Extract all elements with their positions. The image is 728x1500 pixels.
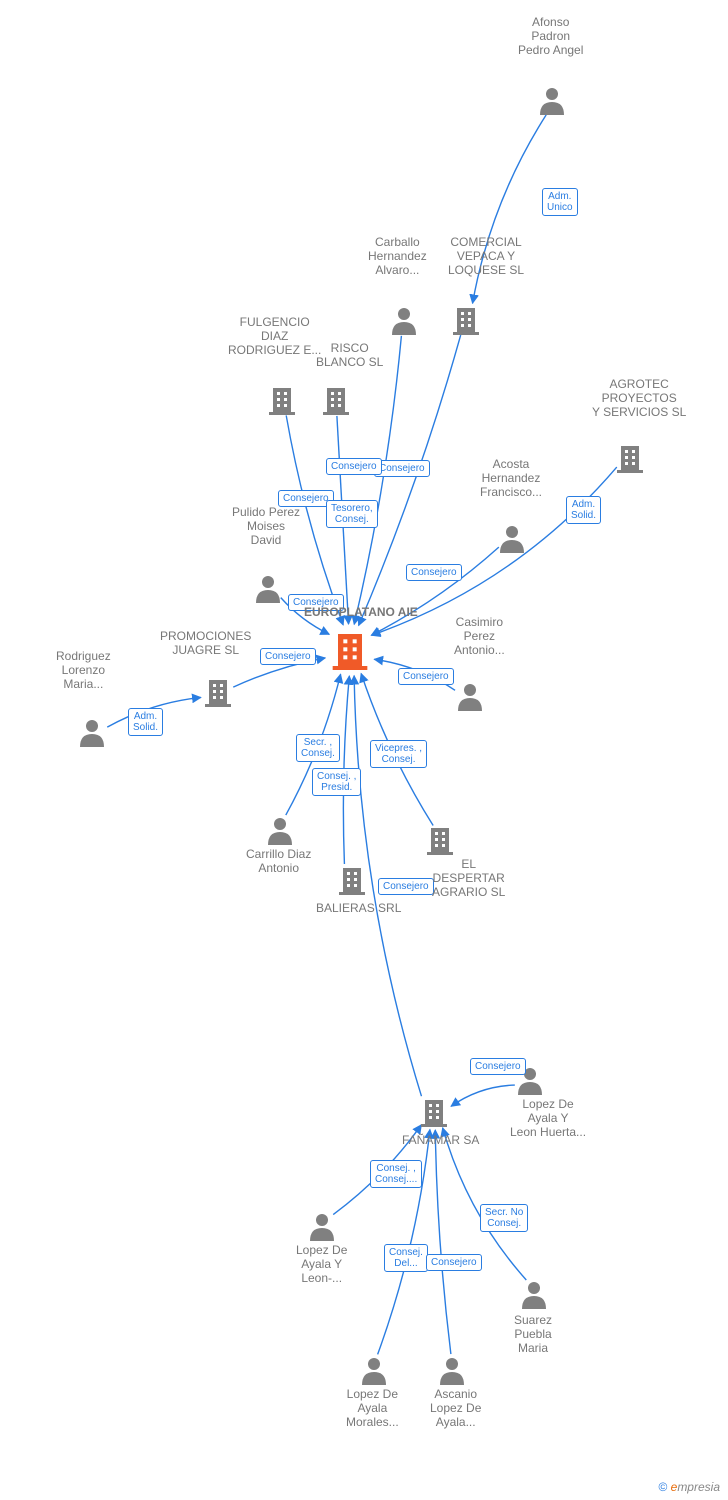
node-label: Lopez De Ayala Y Leon Huerta... xyxy=(510,1098,586,1139)
edge-label: Consejero xyxy=(406,564,462,581)
network-graph xyxy=(0,0,728,1500)
edge-label: Consejero xyxy=(374,460,430,477)
edge-label: Consejero xyxy=(260,648,316,665)
node-label: RISCO BLANCO SL xyxy=(316,342,383,370)
node-label: BALIERAS SRL xyxy=(316,902,401,916)
edge-label: Consej. , Presid. xyxy=(312,768,361,796)
edge-label: Consejero xyxy=(398,668,454,685)
person-icon[interactable] xyxy=(256,576,280,603)
node-label: Carballo Hernandez Alvaro... xyxy=(368,236,427,277)
node-label: EUROPLATANO AIE xyxy=(304,606,418,620)
node-label: FULGENCIO DIAZ RODRIGUEZ E... xyxy=(228,316,321,357)
person-icon[interactable] xyxy=(500,526,524,553)
building-icon[interactable] xyxy=(323,388,349,415)
node-label: FAÑAMAR SA xyxy=(402,1134,479,1148)
person-icon[interactable] xyxy=(362,1358,386,1385)
edge-label: Consej. , Consej.... xyxy=(370,1160,422,1188)
node-label: Lopez De Ayala Y Leon-... xyxy=(296,1244,347,1285)
node-label: Lopez De Ayala Morales... xyxy=(346,1388,399,1429)
building-icon[interactable] xyxy=(269,388,295,415)
person-icon[interactable] xyxy=(440,1358,464,1385)
node-label: Carrillo Diaz Antonio xyxy=(246,848,311,876)
node-label: AGROTEC PROYECTOS Y SERVICIOS SL xyxy=(592,378,686,419)
copyright-brand: mpresia xyxy=(677,1480,720,1494)
edge-label: Consejero xyxy=(426,1254,482,1271)
node-label: Rodriguez Lorenzo Maria... xyxy=(56,650,111,691)
building-icon[interactable] xyxy=(205,680,231,707)
edge-label: Tesorero, Consej. xyxy=(326,500,378,528)
node-label: PROMOCIONES JUAGRE SL xyxy=(160,630,251,658)
node-label: EL DESPERTAR AGRARIO SL xyxy=(432,858,505,899)
edge-label: Consejero xyxy=(326,458,382,475)
person-icon[interactable] xyxy=(522,1282,546,1309)
person-icon[interactable] xyxy=(268,818,292,845)
edge-label: Vicepres. , Consej. xyxy=(370,740,427,768)
building-icon[interactable] xyxy=(427,828,453,855)
edge xyxy=(359,335,461,625)
edge xyxy=(451,1085,515,1106)
building-icon[interactable] xyxy=(339,868,365,895)
person-icon[interactable] xyxy=(392,308,416,335)
node-label: Casimiro Perez Antonio... xyxy=(454,616,505,657)
node-label: Suarez Puebla Maria xyxy=(514,1314,552,1355)
copyright: © empresia xyxy=(658,1480,720,1494)
edge-label: Secr. , Consej. xyxy=(296,734,340,762)
building-icon[interactable] xyxy=(333,634,368,670)
edge-label: Consejero xyxy=(378,878,434,895)
node-label: Pulido Perez Moises David xyxy=(232,506,300,547)
person-icon[interactable] xyxy=(80,720,104,747)
building-icon[interactable] xyxy=(617,446,643,473)
edge xyxy=(435,1130,451,1354)
node-label: COMERCIAL VEPACA Y LOQUESE SL xyxy=(448,236,524,277)
node-label: Afonso Padron Pedro Angel xyxy=(518,16,583,57)
edge-label: Consej. Del... xyxy=(384,1244,428,1272)
edge-label: Adm. Unico xyxy=(542,188,578,216)
edge-label: Adm. Solid. xyxy=(128,708,163,736)
building-icon[interactable] xyxy=(421,1100,447,1127)
person-icon[interactable] xyxy=(458,684,482,711)
person-icon[interactable] xyxy=(540,88,564,115)
building-icon[interactable] xyxy=(453,308,479,335)
edge-label: Adm. Solid. xyxy=(566,496,601,524)
edge-label: Secr. No Consej. xyxy=(480,1204,528,1232)
copyright-symbol: © xyxy=(658,1480,667,1494)
person-icon[interactable] xyxy=(310,1214,334,1241)
node-label: Acosta Hernandez Francisco... xyxy=(480,458,542,499)
edge xyxy=(354,336,401,625)
edge-label: Consejero xyxy=(470,1058,526,1075)
node-label: Ascanio Lopez De Ayala... xyxy=(430,1388,481,1429)
